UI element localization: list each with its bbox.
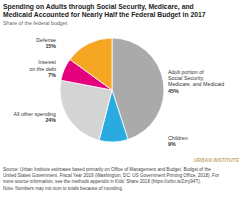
chart: Spending on Adults through Social Securi… <box>0 0 242 208</box>
value-label: 7% <box>48 72 56 78</box>
title-line: Spending on Adults through Social Securi… <box>3 3 194 11</box>
title: Spending on Adults through Social Securi… <box>3 3 206 19</box>
value-label: 45% <box>168 88 179 94</box>
slice <box>70 38 112 90</box>
slice-label: Adult portion ofSocial Security,Medicare… <box>168 69 224 94</box>
source-line: more source information, see the methods… <box>3 179 201 184</box>
source-line: United States Government, Fiscal Year 20… <box>3 173 219 178</box>
category-label: on the debt <box>29 66 56 72</box>
category-label: Adult portion of <box>168 69 204 75</box>
value-label: 15% <box>45 43 56 49</box>
category-label: All other spending <box>14 111 56 117</box>
category-label: Social Security, <box>168 75 204 81</box>
slice-label: Children9% <box>168 135 188 147</box>
slice <box>60 80 112 140</box>
category-label: Interest <box>38 59 56 65</box>
subtitle: Share of the federal budget <box>3 20 68 26</box>
pie <box>60 38 164 142</box>
value-label: 24% <box>45 117 56 123</box>
slice-label: Intereston the debt7% <box>29 59 56 78</box>
title-line: Medicaid Accounted for Nearly Half the F… <box>3 11 206 19</box>
slice-label: Defense15% <box>36 37 56 49</box>
slice-label: All other spending24% <box>14 111 57 123</box>
source-line: Note: Numbers may not sum to totals beca… <box>3 186 123 191</box>
value-label: 9% <box>168 141 176 147</box>
source: Source: Urban Institute estimates based … <box>3 167 219 191</box>
category-label: Defense <box>36 37 56 43</box>
category-label: Children <box>168 135 188 141</box>
category-label: Medicare, and Medicaid <box>168 81 224 87</box>
branding: URBAN INSTITUTE <box>194 157 240 163</box>
source-line: Source: Urban Institute estimates based … <box>3 167 211 172</box>
